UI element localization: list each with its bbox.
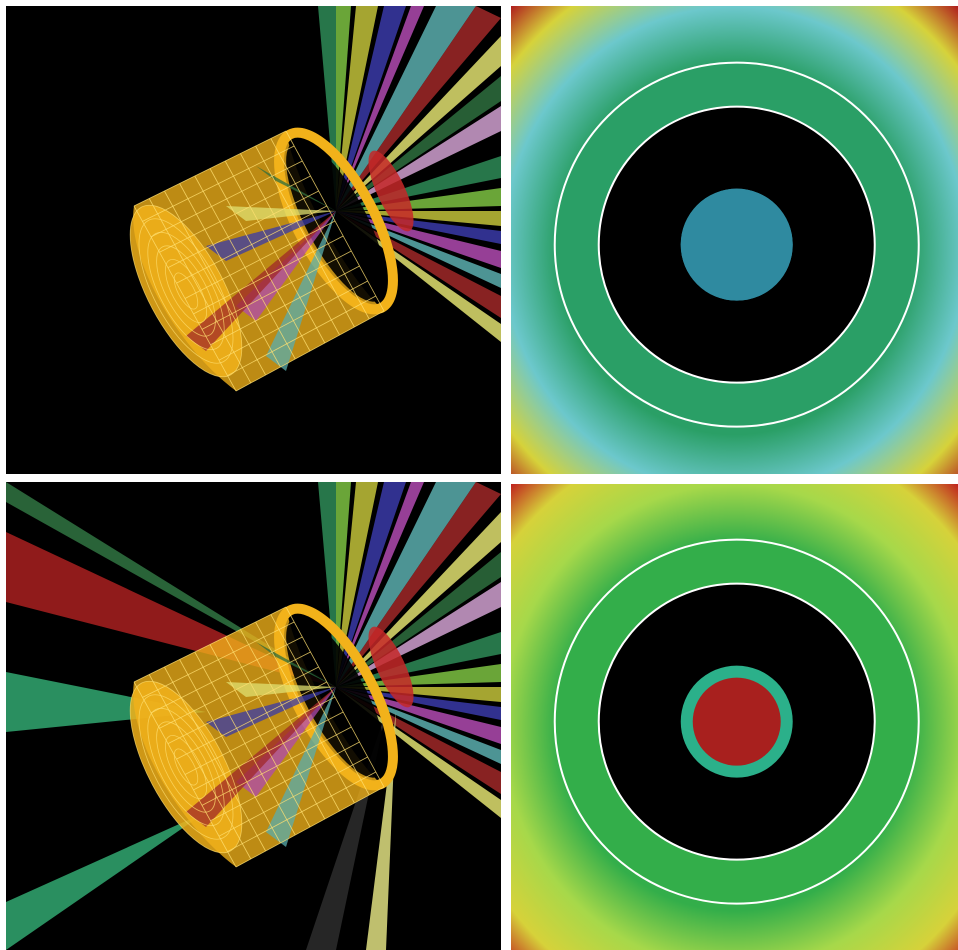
p-bl-cylinder-opening <box>286 616 386 778</box>
p-tl-cylinder <box>129 127 398 392</box>
p-bl-beam-right-11 <box>336 664 501 687</box>
beam-cylinder-render-top <box>129 6 501 392</box>
p-bl-beam-right-4 <box>336 482 424 687</box>
p-br-outer-ring-line <box>553 538 920 905</box>
p-tr-outer-ring-line <box>553 61 920 428</box>
p-tl-beam-right-3 <box>336 6 406 211</box>
p-bl-beam-right-16 <box>336 687 501 794</box>
p-tl-cylinder-opening <box>286 140 386 302</box>
top-right-radial-map <box>511 6 958 474</box>
p-br-core <box>692 677 781 766</box>
p-bl-beam-right-10 <box>336 632 501 687</box>
p-bl-beam-left-3 <box>6 812 206 950</box>
bottom-left-3d-view <box>6 482 501 950</box>
p-bl-red-disc <box>368 626 414 708</box>
bottom-right-radial-map <box>511 484 958 950</box>
p-tl-beam-right-4 <box>336 6 424 211</box>
p-tl-beam-right-11 <box>336 188 501 211</box>
radial-field-map-top <box>511 6 958 474</box>
p-bl-cylinder <box>129 603 398 868</box>
p-tr-inner-ring-line <box>597 105 876 384</box>
beam-cylinder-render-bottom <box>6 482 501 950</box>
p-bl-beam-right-0 <box>318 482 336 687</box>
p-tl-beam-right-0 <box>318 6 336 211</box>
radial-field-map-bottom <box>511 484 958 950</box>
p-tr-core <box>680 188 793 301</box>
p-tl-red-disc <box>368 150 414 232</box>
p-bl-beam-right-3 <box>336 482 406 687</box>
p-br-inner-ring-line <box>597 582 876 861</box>
top-left-3d-view <box>6 6 501 474</box>
p-tl-beam-right-10 <box>336 156 501 211</box>
p-tl-beam-right-16 <box>336 211 501 318</box>
